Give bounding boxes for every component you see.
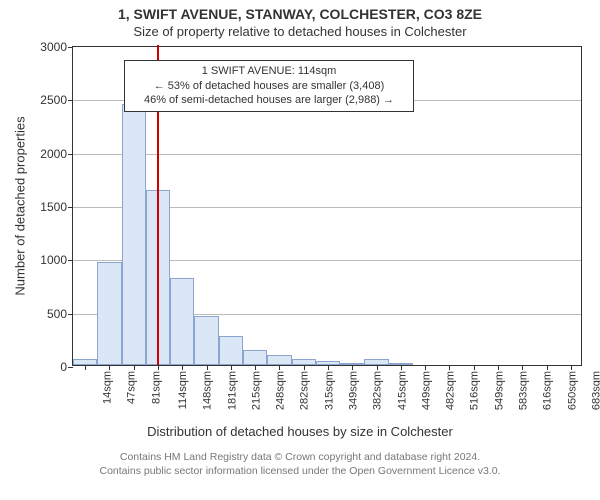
x-tick-mark (547, 365, 548, 370)
x-tick-label: 382sqm (372, 371, 384, 410)
x-tick-label: 549sqm (493, 371, 505, 410)
histogram-bar (97, 262, 121, 365)
histogram-bar (194, 316, 218, 365)
chart-root: 1, SWIFT AVENUE, STANWAY, COLCHESTER, CO… (0, 0, 600, 500)
x-tick-label: 14sqm (102, 371, 114, 404)
x-tick-mark (425, 365, 426, 370)
annotation-line-3: 46% of semi-detached houses are larger (… (131, 93, 407, 108)
x-tick-mark (231, 365, 232, 370)
x-tick-label: 650sqm (566, 371, 578, 410)
x-tick-mark (85, 365, 86, 370)
x-tick-mark (304, 365, 305, 370)
x-tick-mark (207, 365, 208, 370)
footer: Contains HM Land Registry data © Crown c… (0, 450, 600, 478)
x-tick-label: 81sqm (150, 371, 162, 404)
histogram-bar (219, 336, 243, 365)
y-tick-label: 0 (60, 360, 73, 374)
x-tick-mark (474, 365, 475, 370)
histogram-bar (122, 104, 146, 365)
grid-line (73, 154, 581, 155)
x-tick-mark (255, 365, 256, 370)
x-tick-label: 449sqm (420, 371, 432, 410)
y-tick-label: 1500 (40, 200, 73, 214)
annotation-box: 1 SWIFT AVENUE: 114sqm← 53% of detached … (124, 60, 414, 113)
x-tick-label: 215sqm (250, 371, 262, 410)
footer-line-1: Contains HM Land Registry data © Crown c… (0, 450, 600, 464)
histogram-bar (243, 350, 267, 365)
y-tick-label: 500 (47, 307, 73, 321)
x-tick-label: 114sqm (177, 371, 189, 409)
x-tick-label: 482sqm (445, 371, 457, 410)
x-tick-label: 248sqm (275, 371, 287, 410)
x-tick-mark (401, 365, 402, 370)
x-tick-label: 315sqm (323, 371, 335, 410)
x-tick-label: 47sqm (126, 371, 138, 404)
x-tick-mark (158, 365, 159, 370)
y-tick-label: 1000 (40, 253, 73, 267)
x-axis-label: Distribution of detached houses by size … (0, 424, 600, 439)
x-tick-label: 583sqm (518, 371, 530, 410)
x-tick-mark (182, 365, 183, 370)
x-tick-label: 616sqm (542, 371, 554, 410)
footer-line-2: Contains public sector information licen… (0, 464, 600, 478)
y-axis-label: Number of detached properties (13, 116, 28, 295)
x-tick-mark (522, 365, 523, 370)
x-tick-mark (571, 365, 572, 370)
x-tick-label: 415sqm (396, 371, 408, 410)
x-tick-label: 683sqm (590, 371, 600, 410)
x-tick-label: 516sqm (469, 371, 481, 410)
x-tick-mark (279, 365, 280, 370)
x-tick-mark (134, 365, 135, 370)
x-tick-mark (109, 365, 110, 370)
y-tick-label: 2500 (40, 93, 73, 107)
plot-area: 05001000150020002500300014sqm47sqm81sqm1… (72, 46, 582, 366)
page-title: 1, SWIFT AVENUE, STANWAY, COLCHESTER, CO… (0, 0, 600, 22)
x-tick-mark (352, 365, 353, 370)
y-tick-label: 2000 (40, 147, 73, 161)
x-tick-mark (498, 365, 499, 370)
histogram-bar (170, 278, 194, 365)
page-subtitle: Size of property relative to detached ho… (0, 22, 600, 39)
annotation-line-2: ← 53% of detached houses are smaller (3,… (131, 79, 407, 94)
x-tick-mark (377, 365, 378, 370)
x-tick-mark (328, 365, 329, 370)
y-tick-label: 3000 (40, 40, 73, 54)
x-tick-label: 282sqm (299, 371, 311, 410)
x-tick-label: 181sqm (226, 371, 238, 410)
x-tick-label: 148sqm (202, 371, 214, 410)
x-tick-label: 349sqm (348, 371, 360, 410)
annotation-line-1: 1 SWIFT AVENUE: 114sqm (131, 64, 407, 79)
histogram-bar (267, 355, 291, 365)
x-tick-mark (449, 365, 450, 370)
